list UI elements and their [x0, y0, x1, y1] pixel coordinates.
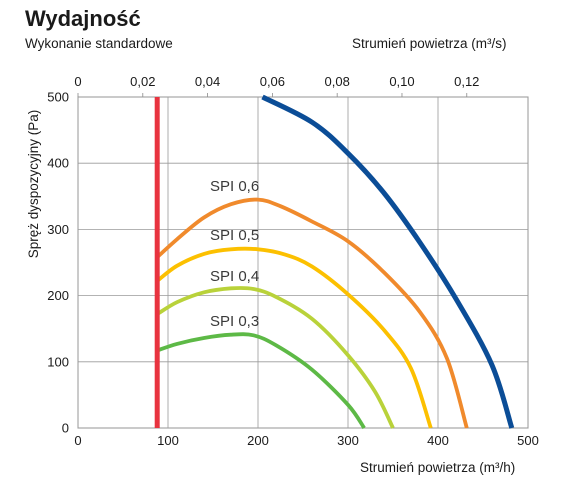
series-line-spi-2: [156, 246, 433, 429]
y-tick-label: 100: [47, 354, 69, 369]
series-line-spi-4: [156, 332, 366, 430]
x2-tick-label: 0,06: [260, 74, 285, 89]
grid: 0 100 200 300 400 500 0 100 200 300 400 500 0 0,02 0,0…: [47, 74, 539, 448]
x-tick-label: 300: [337, 433, 359, 448]
series-line-max: [261, 94, 515, 429]
curve-label: SPI 0,3: [210, 313, 259, 330]
chart-subtitle: Wykonanie standardowe: [25, 36, 173, 51]
x-tick-label: 100: [157, 433, 179, 448]
label-layer: SPI 0,6 SPI 0,5 SPI 0,4 SPI 0,3: [210, 178, 259, 330]
curve-label: SPI 0,5: [210, 227, 259, 244]
series-layer: [154, 94, 515, 430]
curve-label: SPI 0,4: [210, 268, 259, 285]
y-axis-label: Spręż dyspozycyjny (Pa): [26, 110, 41, 259]
x2-axis-label: Strumień powietrza (m³/s): [352, 36, 507, 51]
curve-label: SPI 0,6: [210, 178, 259, 195]
x2-tick-label: 0,02: [130, 74, 155, 89]
x-tick-label: 200: [247, 433, 269, 448]
x2-tick-label: 0,04: [195, 74, 220, 89]
x2-tick-label: 0,12: [454, 74, 479, 89]
y-tick-label: 300: [47, 222, 69, 237]
series-line-spi-1: [155, 197, 469, 429]
x-tick-label: 0: [74, 433, 81, 448]
page-title: Wydajność: [25, 6, 141, 31]
x2-tick-label: 0,10: [389, 74, 414, 89]
x2-tick-label: 0,08: [325, 74, 350, 89]
x-tick-label: 500: [517, 433, 539, 448]
y-tick-label: 200: [47, 288, 69, 303]
x-tick-label: 400: [427, 433, 449, 448]
series-line-spi-3: [156, 286, 395, 429]
y-tick-label: 400: [47, 156, 69, 171]
y-tick-label: 0: [62, 421, 69, 436]
x-axis-label: Strumień powietrza (m³/h): [360, 460, 516, 475]
y-tick-label: 500: [47, 90, 69, 105]
x2-tick-label: 0: [74, 74, 81, 89]
